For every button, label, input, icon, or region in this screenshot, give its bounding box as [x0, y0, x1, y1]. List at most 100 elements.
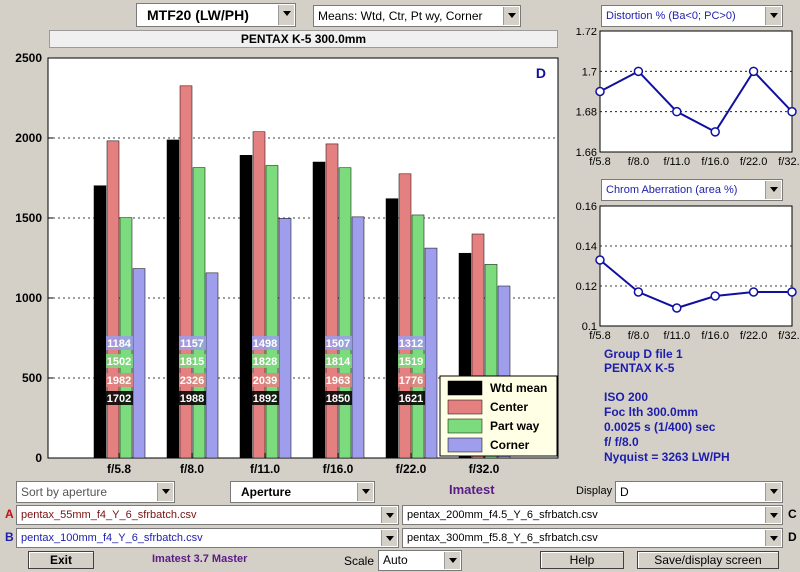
scale-select[interactable]: Auto	[378, 550, 462, 571]
mtf-bar-chart: 0 500 1000 1500 2000 2500 f/5.8 1184 1502 1982 170…	[15, 51, 559, 476]
sort-value: Sort by aperture	[21, 485, 108, 499]
y-tick-label: 0.12	[576, 281, 597, 293]
data-label: 1776	[399, 375, 423, 387]
chevron-down-icon	[444, 552, 460, 569]
info-camera: PENTAX K-5	[604, 361, 675, 375]
data-label-bg	[106, 336, 133, 350]
file-a-letter: A	[5, 507, 14, 521]
info-aperture: f/ f/8.0	[604, 435, 639, 449]
data-point	[710, 291, 720, 301]
mtf-metric-value: MTF20 (LW/PH)	[147, 7, 249, 23]
x-tick-label: f/22.0	[740, 156, 768, 168]
bar-corner	[424, 247, 438, 459]
file-d-select[interactable]: pentax_300mm_f5.8_Y_6_sfrbatch.csv	[402, 528, 783, 548]
display-label: Display	[576, 485, 613, 497]
y-tick-label: 1.66	[576, 147, 597, 159]
file-c-select[interactable]: pentax_200mm_f4.5_Y_6_sfrbatch.csv	[402, 505, 783, 525]
file-d-letter: D	[788, 530, 797, 544]
means-value: Means: Wtd, Ctr, Pt wy, Corner	[318, 9, 483, 23]
legend-label: Center	[490, 400, 528, 414]
data-label: 1621	[399, 393, 423, 405]
display-select[interactable]: D	[615, 481, 783, 503]
y-tick-label: 1500	[15, 211, 42, 225]
info-focal-length: Foc lth 300.0mm	[604, 405, 699, 419]
file-b-value: pentax_100mm_f4_Y_6_sfrbatch.csv	[21, 532, 203, 544]
y-tick-label: 2000	[15, 131, 42, 145]
bar-center	[252, 131, 266, 459]
chevron-down-icon	[765, 507, 781, 523]
bar-wtd-mean	[166, 139, 180, 459]
means-select[interactable]: Means: Wtd, Ctr, Pt wy, Corner	[313, 5, 521, 27]
data-label-bg	[252, 354, 279, 368]
data-label-bg	[106, 391, 133, 405]
scale-label: Scale	[344, 554, 375, 568]
file-a-select[interactable]: pentax_55mm_f4_Y_6_sfrbatch.csv	[16, 505, 399, 525]
x-tick-label: f/8.0	[180, 462, 204, 476]
data-point	[633, 66, 644, 77]
data-label-bg	[106, 373, 133, 387]
bar-wtd-mean	[312, 161, 326, 459]
series-line	[599, 69, 793, 134]
data-label: 2039	[253, 375, 277, 387]
legend-label: Wtd mean	[490, 381, 547, 395]
bar-corner	[132, 268, 146, 459]
file-c-letter: C	[788, 507, 797, 521]
data-label: 1892	[253, 393, 277, 405]
data-label: 1312	[399, 338, 423, 350]
chrom-aberration-select-value: Chrom Aberration (area %)	[606, 184, 738, 196]
file-b-letter: B	[5, 530, 14, 544]
y-tick-label: 0.1	[582, 321, 597, 333]
data-point	[787, 106, 797, 117]
file-b-select[interactable]: pentax_100mm_f4_Y_6_sfrbatch.csv	[16, 528, 399, 548]
data-label: 1184	[107, 338, 132, 350]
aperture-select[interactable]: Aperture	[230, 481, 375, 503]
x-tick-label: f/16.0	[701, 156, 729, 168]
help-button[interactable]: Help	[540, 551, 624, 569]
data-point	[748, 66, 759, 77]
x-tick-label: f/32.0	[469, 462, 500, 476]
data-label: 2326	[180, 375, 204, 387]
legend-swatch	[447, 380, 483, 396]
chevron-down-icon	[357, 483, 373, 501]
file-d-value: pentax_300mm_f5.8_Y_6_sfrbatch.csv	[407, 532, 598, 544]
bar-center	[398, 173, 412, 459]
bar-center	[325, 143, 339, 459]
distortion-select[interactable]: Distortion % (Ba<0; PC>0)	[601, 5, 783, 27]
distortion-select-value: Distortion % (Ba<0; PC>0)	[606, 10, 736, 22]
data-label-bg	[106, 354, 133, 368]
chevron-down-icon	[157, 483, 173, 501]
legend-label: Part way	[490, 419, 540, 433]
data-label: 1502	[107, 356, 131, 368]
mtf-metric-select[interactable]: MTF20 (LW/PH)	[136, 3, 296, 27]
chevron-down-icon	[765, 483, 781, 501]
x-tick-label: f/32.0	[778, 330, 800, 342]
y-tick-label: 0.14	[576, 241, 597, 253]
data-label-bg	[179, 354, 206, 368]
chevron-down-icon	[381, 530, 397, 546]
file-a-value: pentax_55mm_f4_Y_6_sfrbatch.csv	[21, 509, 197, 521]
chrom-aberration-select[interactable]: Chrom Aberration (area %)	[601, 179, 783, 201]
y-tick-label: 1.7	[582, 66, 597, 78]
data-point	[710, 127, 720, 137]
x-tick-label: f/22.0	[740, 330, 768, 342]
version-label: Imatest 3.7 Master	[152, 553, 248, 565]
info-nyquist: Nyquist = 3263 LW/PH	[604, 450, 730, 464]
info-exposure: 0.0025 s (1/400) sec	[604, 420, 716, 434]
sort-select[interactable]: Sort by aperture	[16, 481, 175, 503]
x-tick-label: f/11.0	[250, 462, 280, 476]
data-label-bg	[398, 391, 425, 405]
data-point	[633, 287, 644, 297]
save-display-screen-button[interactable]: Save/display screen	[637, 551, 779, 569]
legend-swatch	[447, 418, 483, 434]
data-point	[748, 287, 759, 297]
y-tick-label: 0.16	[576, 201, 597, 213]
exit-button[interactable]: Exit	[28, 551, 94, 569]
data-label: 1988	[180, 393, 204, 405]
data-label-bg	[252, 336, 279, 350]
legend-swatch	[447, 437, 483, 453]
group-letter: D	[536, 65, 546, 81]
data-point	[672, 303, 682, 313]
bar-center	[106, 140, 120, 459]
file-c-value: pentax_200mm_f4.5_Y_6_sfrbatch.csv	[407, 509, 598, 521]
x-tick-label: f/32.0	[778, 156, 800, 168]
